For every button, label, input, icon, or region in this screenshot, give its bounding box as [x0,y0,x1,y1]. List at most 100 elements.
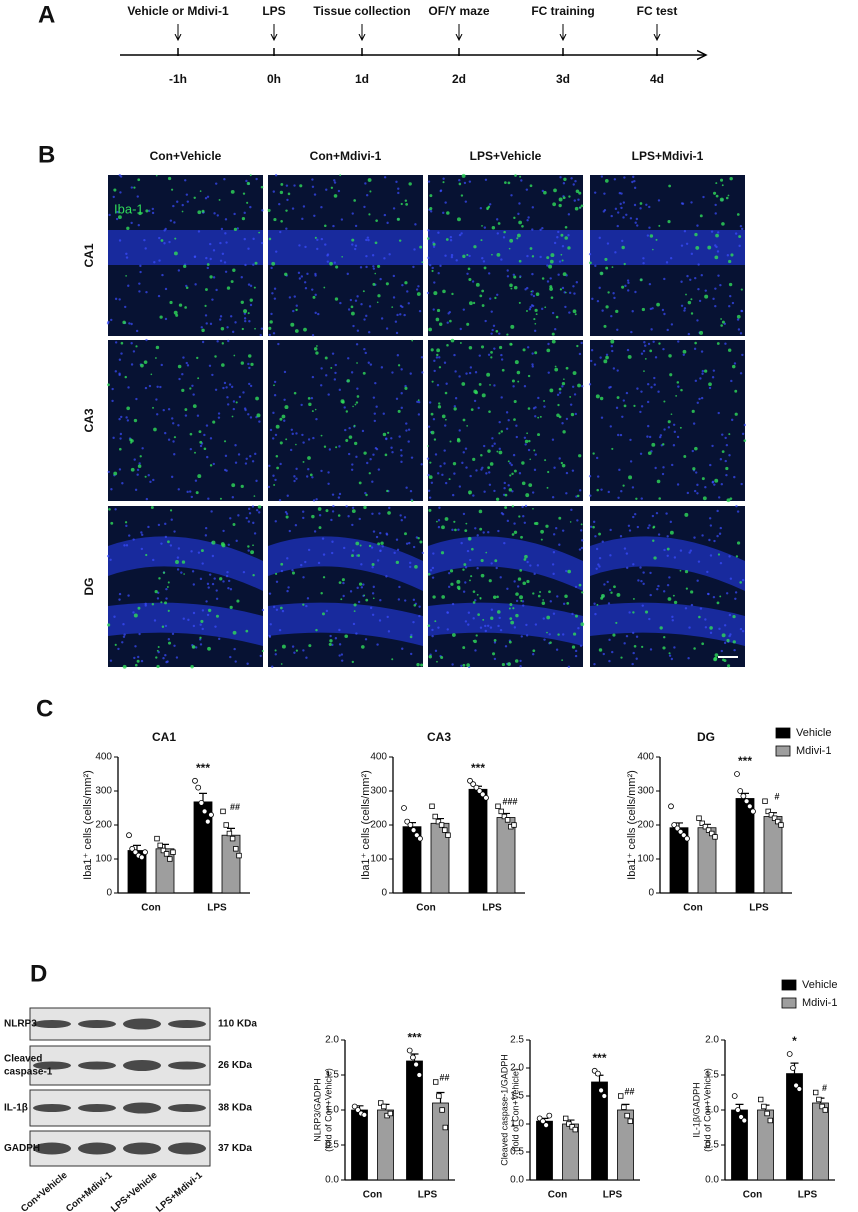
nucleus [505,411,509,414]
nucleus [693,536,696,539]
nucleus [717,274,720,277]
bar [221,834,241,894]
nucleus [147,525,150,529]
nucleus [379,531,382,535]
row-label: CA3 [82,408,96,432]
x-tick-label: LPS [603,1190,623,1201]
microglia [716,342,720,345]
data-point [476,788,483,794]
nucleus [520,179,523,182]
nucleus [632,563,635,566]
microglia [574,313,577,316]
significance-label: *** [407,1031,421,1045]
nucleus [378,512,381,515]
microglia [563,177,567,181]
microglia [151,603,155,606]
nucleus [427,489,431,492]
microglia [467,536,472,541]
microglia [161,625,165,628]
nucleus [704,618,707,621]
microglia [632,597,635,600]
microglia [321,612,325,616]
nucleus [313,214,316,217]
nucleus [515,424,518,427]
nucleus [552,551,556,554]
nucleus [156,597,160,600]
nucleus [151,207,155,211]
nucleus [685,242,689,246]
nucleus [388,506,391,510]
nucleus [574,180,577,183]
microglia [404,199,408,202]
microglia [358,582,363,586]
nucleus [521,600,525,603]
microglia [295,649,298,652]
nucleus [714,203,717,207]
nucleus [334,371,337,375]
legend-swatch [781,997,797,1009]
nucleus [437,525,441,529]
microglia [346,379,351,383]
microglia [281,644,286,649]
microglia [197,377,200,380]
microglia [725,466,729,471]
nucleus [355,632,358,635]
nucleus [520,635,523,638]
nucleus [692,422,696,425]
microglia [201,209,205,213]
microglia [256,413,261,418]
data-point [417,835,423,842]
microglia [529,184,533,188]
nucleus [631,180,634,184]
microglia [497,222,501,225]
microglia [276,466,279,470]
nucleus [258,420,261,423]
nucleus [420,356,424,359]
nucleus [386,615,389,619]
nucleus [316,247,319,251]
nucleus [460,541,463,545]
nucleus [733,362,737,365]
nucleus [651,514,655,518]
nucleus [543,405,546,408]
microglia [508,488,513,492]
nucleus [598,556,602,560]
microglia [325,509,329,513]
microglia [359,544,362,547]
microglia [108,507,111,511]
microglia [510,287,513,290]
nucleus [641,604,644,607]
microglia [679,569,682,572]
nucleus [559,176,562,179]
data-point [768,812,775,818]
nucleus [392,296,396,299]
data-point [129,845,136,852]
micrograph [426,173,584,336]
nucleus [311,288,314,291]
nucleus [714,212,717,215]
data-point [501,813,508,820]
nucleus [225,386,228,389]
microglia [441,414,446,419]
data-point [680,832,687,839]
data-point [737,788,744,794]
microglia [667,220,671,224]
microglia [247,312,250,315]
nucleus [326,254,329,257]
microglia [508,607,511,610]
microglia [518,301,521,304]
nucleus [445,382,448,385]
nucleus [371,512,374,516]
nucleus [125,252,128,255]
nucleus [172,440,175,443]
nucleus [395,331,399,335]
microglia [416,292,421,296]
microglia [466,322,470,326]
microglia [532,507,534,510]
nucleus [634,221,637,224]
significance-label: *** [738,754,752,768]
microglia [524,554,528,559]
microglia [335,265,339,269]
nucleus [227,579,231,583]
data-point [540,1118,546,1125]
